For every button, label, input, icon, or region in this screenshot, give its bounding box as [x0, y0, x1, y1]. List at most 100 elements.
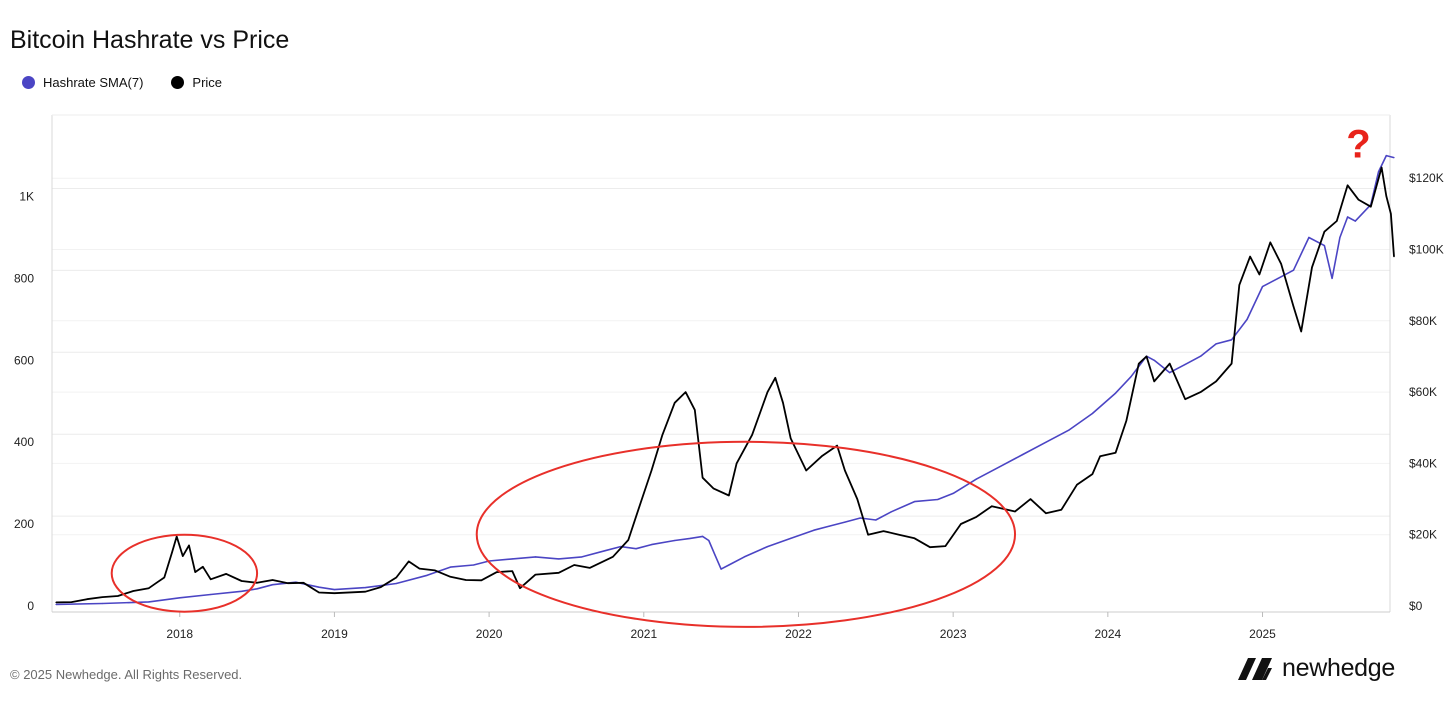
price-point — [182, 555, 184, 557]
hashrate-point — [674, 539, 676, 542]
hashrate-point — [1385, 155, 1387, 157]
hashrate-point — [1169, 372, 1171, 374]
hashrate-point — [256, 588, 258, 590]
price-point — [573, 564, 575, 566]
hashrate-point — [1022, 453, 1024, 456]
price-point — [1169, 363, 1171, 365]
price-point — [1200, 391, 1202, 393]
x-tick-label: 2019 — [321, 627, 348, 641]
price-point — [1014, 510, 1016, 513]
hashrate-point — [1215, 343, 1217, 345]
price-point — [1153, 380, 1155, 382]
price-point — [1029, 498, 1032, 500]
price-point — [821, 455, 823, 457]
price-point — [589, 567, 591, 569]
price-point — [86, 598, 88, 600]
price-swatch-icon — [171, 76, 185, 89]
x-tick-label: 2021 — [630, 627, 657, 641]
price-point — [202, 566, 204, 568]
hashrate-point — [101, 602, 103, 605]
hashrate-point — [1261, 286, 1264, 288]
chart-series — [55, 154, 1395, 606]
hashrate-point — [1354, 220, 1356, 222]
price-point — [944, 545, 947, 547]
price-point — [661, 434, 664, 436]
price-point — [272, 579, 274, 581]
price-point — [1370, 206, 1372, 208]
price-point — [408, 560, 410, 563]
price-point — [465, 579, 467, 581]
legend-item-price[interactable]: Price — [171, 75, 222, 90]
price-point — [318, 591, 320, 594]
y-left-tick-label: 1K — [19, 190, 34, 204]
y-left-tick-label: 600 — [14, 353, 34, 367]
hashrate-point — [952, 492, 954, 494]
hashrate-point — [828, 525, 831, 527]
price-point — [434, 569, 436, 572]
price-point — [496, 571, 498, 573]
hashrate-point — [875, 519, 877, 521]
price-point — [132, 590, 134, 592]
hashrate-point — [720, 568, 722, 570]
hashrate-swatch-icon — [22, 76, 35, 89]
legend-item-hashrate[interactable]: Hashrate SMA(7) — [22, 75, 143, 90]
hashrate-series-line — [55, 154, 1395, 606]
hashrate-point — [689, 537, 691, 540]
price-point — [117, 595, 119, 597]
price-point — [1138, 363, 1140, 365]
copyright-footer: © 2025 Newhedge. All Rights Reserved. — [10, 667, 243, 682]
price-point — [1258, 273, 1260, 276]
price-point — [194, 571, 196, 573]
price-point — [225, 573, 227, 575]
hashrate-point — [728, 564, 730, 566]
hashrate-point — [318, 586, 320, 588]
price-point — [867, 534, 869, 536]
hashrate-point — [1130, 376, 1132, 378]
hashrate-point — [1377, 171, 1380, 173]
y-right-tick-label: $40K — [1409, 456, 1437, 470]
y-right-tick-label: $0 — [1409, 599, 1423, 613]
hashrate-point — [395, 582, 397, 585]
price-point — [1393, 256, 1395, 258]
price-point — [287, 582, 289, 584]
price-point — [1269, 241, 1271, 243]
y-right-tick-label: $80K — [1409, 314, 1437, 328]
hashrate-point — [241, 590, 243, 592]
price-point — [736, 462, 738, 464]
price-point — [650, 469, 653, 472]
hashrate-point — [1184, 363, 1186, 365]
price-point — [1091, 473, 1093, 475]
legend-label-price: Price — [192, 75, 223, 90]
price-point — [929, 546, 931, 548]
brand-logo[interactable]: newhedge — [1238, 654, 1395, 683]
price-point — [1145, 355, 1148, 357]
chart-axes: 0 200 400 600 800 1K $0 $20K $40K $60K $80K $100K $1… — [14, 114, 1444, 641]
x-tick-label: 2018 — [166, 627, 193, 641]
question-mark-annotation: ? — [1346, 122, 1370, 166]
hashrate-point — [1347, 216, 1349, 218]
price-point — [674, 402, 676, 404]
hashrate-point — [148, 601, 150, 603]
price-point — [702, 477, 704, 479]
chart-gridlines — [52, 177, 1390, 536]
price-point — [534, 574, 537, 576]
hashrate-point — [859, 517, 861, 519]
price-point — [256, 582, 258, 584]
hashrate-point — [708, 539, 710, 542]
hashrate-point — [743, 556, 745, 558]
brand-name: newhedge — [1282, 654, 1395, 682]
price-point — [913, 537, 916, 539]
price-point — [836, 445, 838, 447]
y-left-tick-label: 0 — [27, 599, 34, 613]
hashrate-point — [999, 466, 1001, 468]
y-right-tick-label: $100K — [1409, 243, 1444, 257]
hashrate-point — [1246, 318, 1248, 320]
hashrate-point — [1045, 441, 1047, 443]
hashrate-point — [1231, 339, 1233, 341]
price-point — [1045, 512, 1047, 514]
y-left-tick-label: 400 — [14, 435, 34, 449]
price-point — [148, 587, 150, 589]
hashrate-point — [1393, 157, 1395, 159]
price-point — [1076, 484, 1078, 486]
